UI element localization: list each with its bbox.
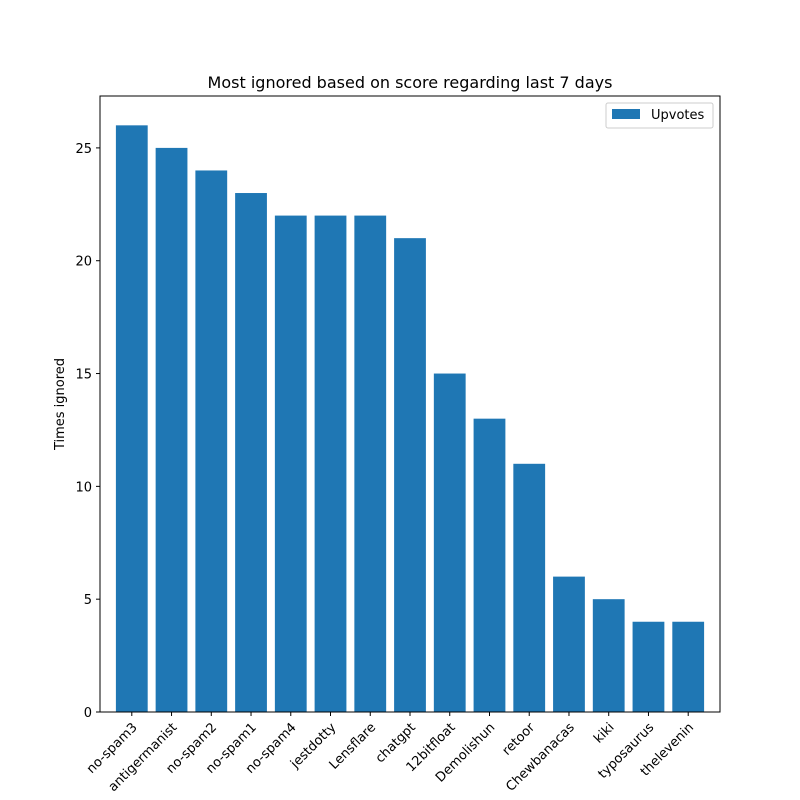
bar-chatgpt xyxy=(394,238,426,712)
bar-kiki xyxy=(592,599,625,712)
bar-no-spam2 xyxy=(195,170,228,712)
bar-jestdotty xyxy=(314,215,347,713)
y-tick-label: 25 xyxy=(75,142,92,157)
y-tick-label: 10 xyxy=(75,480,92,495)
bar-demolishun xyxy=(473,418,506,712)
y-axis-label: Times ignored xyxy=(53,358,68,451)
bars-group xyxy=(115,125,705,713)
bar-chewbanacas xyxy=(553,576,585,712)
legend-swatch xyxy=(612,109,640,119)
y-tick-label: 0 xyxy=(84,706,92,721)
bar-12bitfloat xyxy=(433,373,466,712)
bar-antigermanist xyxy=(155,147,188,712)
bar-no-spam1 xyxy=(235,193,267,712)
y-tick-label: 15 xyxy=(75,368,92,383)
bar-no-spam4 xyxy=(274,215,307,713)
bar-no-spam3 xyxy=(115,125,148,713)
plot-frame xyxy=(99,95,721,713)
chart-title: Most ignored based on score regarding la… xyxy=(208,73,613,92)
y-axis: 0 5 10 15 20 25 xyxy=(75,142,100,721)
bar-thelevenin xyxy=(672,621,705,712)
y-tick-label: 5 xyxy=(84,593,92,608)
legend-label-upvotes: Upvotes xyxy=(651,108,705,123)
legend: Upvotes xyxy=(605,102,714,129)
y-tick-label: 20 xyxy=(75,255,92,270)
bar-lensflare xyxy=(354,215,387,713)
bar-retoor xyxy=(513,463,546,712)
bar-typosaurus xyxy=(632,621,665,712)
